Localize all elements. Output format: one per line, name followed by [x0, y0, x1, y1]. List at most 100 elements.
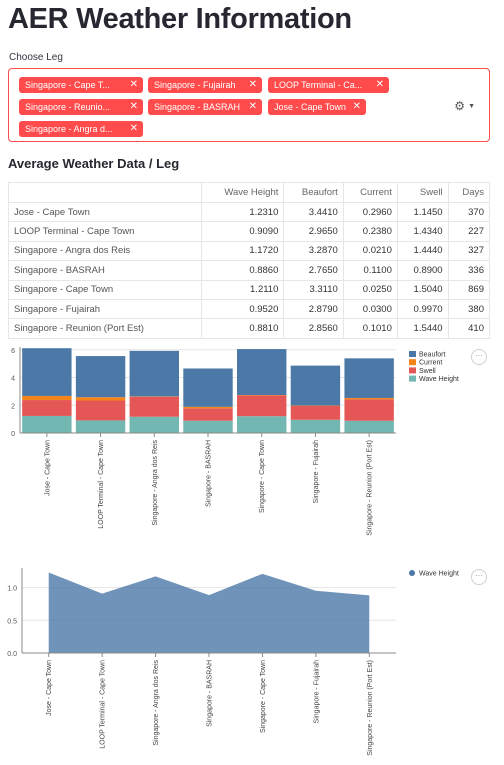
tag-singapore-fujairah[interactable]: Singapore - Fujairah ✕	[148, 77, 262, 93]
remove-tag-icon[interactable]: ✕	[248, 101, 257, 112]
remove-tag-icon[interactable]: ✕	[375, 79, 384, 90]
bar-segment-wave-height	[22, 415, 72, 433]
bar-segment-swell	[75, 400, 126, 421]
value-cell: 336	[447, 260, 491, 281]
bar-segment-beaufort	[290, 365, 341, 406]
value-cell: 2.8560	[283, 318, 344, 339]
leg-name-cell: LOOP Terminal - Cape Town	[8, 221, 202, 242]
tag-label: Singapore - Reunio...	[25, 102, 111, 112]
x-tick-label: Singapore - Angra dos Reis	[153, 660, 160, 746]
column-header[interactable]: Beaufort	[283, 182, 344, 203]
bar-segment-swell	[22, 400, 72, 416]
legend-label: Swell	[419, 368, 436, 375]
value-cell: 0.0210	[342, 240, 398, 262]
x-tick-label: Singapore - Cape Town	[259, 440, 266, 513]
bar-segment-swell	[344, 399, 394, 421]
tag-label: Singapore - Fujairah	[154, 80, 236, 90]
leg-name-cell: Singapore - Angra dos Reis	[8, 240, 202, 262]
value-cell: 0.0300	[342, 298, 398, 320]
value-cell: 1.4340	[396, 221, 449, 242]
area-series-wave-height	[48, 572, 370, 653]
bar-segment-wave-height	[290, 419, 341, 433]
bar-segment-swell	[129, 396, 179, 417]
value-cell: 0.8810	[200, 318, 285, 339]
chevron-down-icon[interactable]: ▼	[468, 103, 475, 110]
x-tick-label: Singapore - Angra dos Reis	[152, 440, 159, 526]
x-tick-label: Jose - Cape Town	[44, 440, 51, 496]
bar-segment-beaufort	[237, 349, 287, 395]
y-tick-label: 1.0	[7, 586, 17, 593]
chart-menu-icon[interactable]: ···	[471, 569, 487, 585]
column-header[interactable]: Wave Height	[200, 182, 285, 203]
tag-singapore-cape-town[interactable]: Singapore - Cape T... ✕	[19, 77, 143, 93]
table-row: Singapore - Fujairah 0.9520 2.8790 0.0300 0.…	[8, 298, 491, 320]
x-tick-label: Jose - Cape Town	[46, 660, 53, 716]
y-tick-label: 0.5	[7, 618, 17, 625]
value-cell: 3.3110	[283, 279, 344, 300]
value-cell: 1.1720	[200, 240, 285, 262]
legend-label: Beaufort	[419, 352, 446, 359]
y-tick-label: 0.0	[7, 651, 17, 658]
x-tick-label: Singapore - BASRAH	[207, 660, 214, 727]
bar-segment-beaufort	[183, 368, 233, 407]
table-row: Singapore - Cape Town 1.2110 3.3110 0.0250 1…	[8, 279, 491, 300]
value-cell: 1.4440	[396, 240, 449, 262]
column-header[interactable]: Swell	[396, 182, 449, 203]
legend-swatch	[409, 375, 416, 382]
bar-segment-current	[75, 397, 126, 401]
bar-segment-wave-height	[344, 420, 394, 433]
value-cell: 3.4410	[283, 201, 344, 223]
bar-segment-beaufort	[129, 350, 179, 397]
value-cell: 410	[447, 318, 491, 339]
bar-segment-wave-height	[129, 416, 179, 433]
tag-label: Jose - Cape Town	[274, 102, 346, 112]
remove-tag-icon[interactable]: ✕	[352, 101, 361, 112]
y-tick-label: 2	[11, 403, 15, 410]
tag-loop-terminal-cape-town[interactable]: LOOP Terminal - Ca... ✕	[268, 77, 389, 93]
y-tick-label: 4	[11, 376, 15, 383]
value-cell: 0.8900	[396, 260, 449, 281]
bar-segment-wave-height	[183, 420, 233, 433]
tag-label: Singapore - Cape T...	[25, 80, 110, 90]
x-tick-label: Singapore - BASRAH	[206, 440, 213, 507]
tag-label: Singapore - BASRAH	[154, 102, 241, 112]
value-cell: 0.2960	[342, 201, 398, 223]
weather-table: Wave Height Beaufort Current Swell Days …	[8, 182, 491, 339]
remove-tag-icon[interactable]: ✕	[129, 101, 138, 112]
value-cell: 370	[447, 201, 491, 223]
multiselect-controls[interactable]: ⚙ ▼	[454, 99, 475, 113]
x-tick-label: Singapore - Fujairah	[313, 660, 320, 724]
tag-singapore-basrah[interactable]: Singapore - BASRAH ✕	[148, 99, 262, 115]
bar-segment-swell	[237, 395, 287, 417]
leg-multiselect[interactable]: Singapore - Cape T... ✕ Singapore - Fuja…	[8, 68, 490, 142]
column-header[interactable]	[8, 182, 202, 203]
tag-singapore-angra-dos-reis[interactable]: Singapore - Angra d... ✕	[19, 121, 143, 137]
tag-label: Singapore - Angra d...	[25, 124, 113, 134]
bar-segment-swell	[290, 405, 341, 420]
value-cell: 2.8790	[283, 298, 344, 320]
column-header[interactable]: Days	[447, 182, 491, 203]
column-header[interactable]: Current	[342, 182, 398, 203]
remove-tag-icon[interactable]: ✕	[248, 79, 257, 90]
value-cell: 0.9090	[200, 221, 285, 242]
value-cell: 3.2870	[283, 240, 344, 262]
y-tick-label: 6	[11, 348, 15, 355]
value-cell: 1.2110	[200, 279, 285, 300]
value-cell: 0.2380	[342, 221, 398, 242]
legend-label: Wave Height	[419, 571, 459, 578]
x-tick-label: Singapore - Cape Town	[260, 660, 267, 733]
bar-segment-current	[183, 406, 233, 409]
bar-segment-wave-height	[237, 416, 287, 433]
remove-tag-icon[interactable]: ✕	[129, 123, 138, 134]
tag-jose-cape-town[interactable]: Jose - Cape Town ✕	[268, 99, 366, 115]
remove-tag-icon[interactable]: ✕	[129, 79, 138, 90]
tag-singapore-reunion[interactable]: Singapore - Reunio... ✕	[19, 99, 143, 115]
value-cell: 0.1010	[342, 318, 398, 339]
bar-segment-beaufort	[22, 348, 72, 396]
chart-menu-icon[interactable]: ···	[471, 349, 487, 365]
y-tick-label: 0	[11, 431, 15, 438]
x-tick-label: Singapore - Reunion (Port Est)	[367, 440, 374, 536]
value-cell: 0.9970	[396, 298, 449, 320]
gear-icon[interactable]: ⚙	[454, 99, 466, 113]
x-tick-label: Singapore - Fujairah	[313, 440, 320, 504]
